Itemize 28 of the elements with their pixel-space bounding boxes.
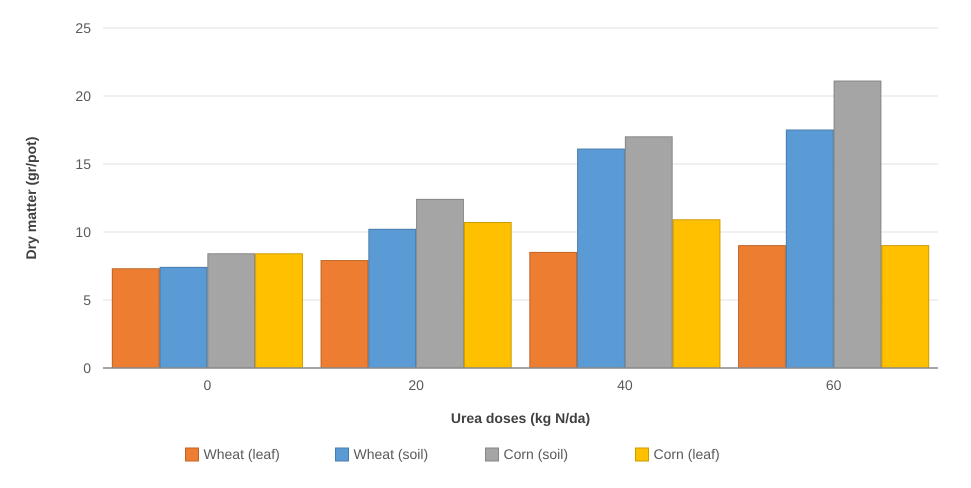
bar bbox=[672, 219, 720, 368]
y-tick-label: 10 bbox=[75, 224, 92, 240]
y-tick-label: 20 bbox=[75, 88, 92, 104]
bar bbox=[786, 130, 834, 368]
bar bbox=[529, 252, 578, 368]
bar bbox=[881, 245, 930, 368]
bar bbox=[464, 222, 512, 368]
y-tick-label: 25 bbox=[75, 20, 92, 36]
bar bbox=[577, 148, 625, 368]
bar bbox=[368, 228, 416, 368]
y-tick-label: 15 bbox=[75, 156, 92, 172]
bar bbox=[255, 253, 303, 368]
bar bbox=[738, 245, 786, 368]
legend-label: Wheat (leaf) bbox=[204, 446, 280, 462]
bar bbox=[160, 266, 208, 368]
legend-label: Corn (leaf) bbox=[654, 446, 720, 462]
x-tick-label: 40 bbox=[617, 377, 633, 393]
x-axis-title: Urea doses (kg N/da) bbox=[450, 410, 590, 426]
bar bbox=[112, 268, 160, 368]
x-tick-label: 60 bbox=[826, 377, 842, 393]
x-tick-label: 20 bbox=[408, 377, 424, 393]
legend-label: Corn (soil) bbox=[504, 446, 568, 462]
bar bbox=[320, 260, 368, 368]
y-tick-label: 0 bbox=[83, 360, 92, 376]
y-tick-label: 5 bbox=[83, 292, 92, 308]
y-axis-title: Dry matter (gr/pot) bbox=[23, 136, 39, 260]
legend-label: Wheat (soil) bbox=[354, 446, 428, 462]
x-tick-label: 0 bbox=[203, 377, 212, 393]
